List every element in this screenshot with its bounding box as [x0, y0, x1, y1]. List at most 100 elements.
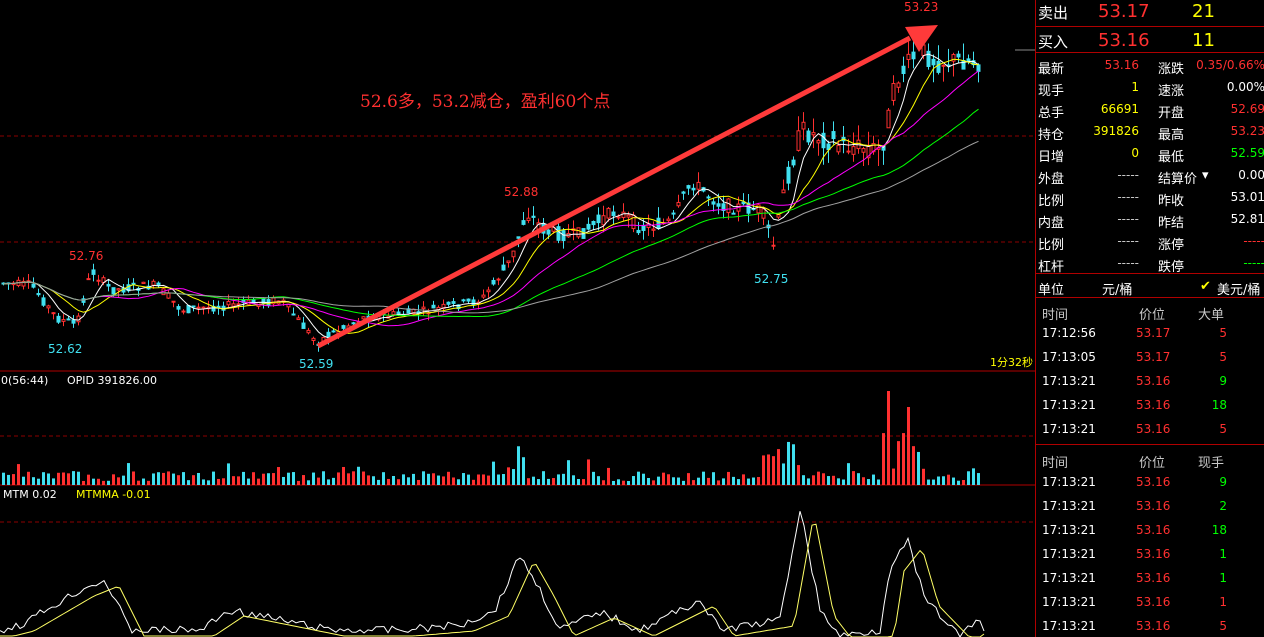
volume-bar — [212, 471, 215, 485]
volume-bar — [842, 479, 845, 485]
volume-bar — [497, 474, 500, 485]
quote-stat-row: 持仓 391826 最高 53.23 — [1036, 120, 1264, 143]
candle-body — [526, 217, 531, 222]
volume-bar — [97, 478, 100, 485]
kline-chart[interactable] — [0, 0, 1035, 637]
big-trade-row[interactable]: 17:13:21 53.16 18 — [1036, 394, 1264, 416]
candle-body — [56, 315, 61, 323]
volume-bar — [722, 478, 725, 485]
volume-bar — [602, 480, 605, 485]
volume-bar — [152, 473, 155, 485]
big-trade-qty: 5 — [1219, 326, 1227, 340]
candle-body — [616, 216, 621, 219]
stat-label: 昨结 — [1158, 216, 1185, 231]
volume-bar — [207, 480, 210, 485]
big-trade-price: 53.16 — [1136, 374, 1171, 388]
stat-value: 52.69 — [1230, 102, 1264, 116]
volume-bar — [507, 467, 510, 485]
volume-bar — [437, 475, 440, 485]
candle-body — [831, 131, 836, 140]
big-trades-time-header: 时间 — [1042, 308, 1069, 323]
candle-body — [351, 322, 356, 325]
volume-bar — [627, 480, 630, 485]
ma60-line — [3, 140, 979, 314]
volume-bar — [202, 479, 205, 485]
buy-row[interactable]: 买入 53.16 11 — [1036, 28, 1264, 52]
volume-bar — [92, 478, 95, 485]
candle-body — [711, 201, 716, 205]
stat-label: 昨收 — [1158, 194, 1185, 209]
candle-body — [656, 217, 661, 230]
tick-row[interactable]: 17:13:21 53.16 2 — [1036, 495, 1264, 517]
kline-chart-area[interactable]: 52.6多，53.2减仓，盈利60个点 53.23 52.88 52.76 52… — [0, 0, 1035, 637]
tick-price: 53.16 — [1136, 499, 1171, 513]
volume-bar — [37, 478, 40, 485]
candle-body — [431, 304, 436, 309]
candle-body — [511, 250, 516, 258]
ma20-line — [3, 70, 979, 327]
volume-bar — [87, 474, 90, 485]
volume-bar — [557, 474, 560, 485]
volume-bar — [312, 472, 315, 485]
volume-bar — [847, 463, 850, 485]
stat-label: 最新 — [1038, 62, 1065, 77]
volume-bar — [677, 477, 680, 485]
candle-body — [46, 305, 51, 309]
volume-bar — [902, 433, 905, 485]
big-trade-row[interactable]: 17:13:21 53.16 5 — [1036, 418, 1264, 440]
volume-bar — [337, 472, 340, 485]
volume-bar — [162, 472, 165, 485]
tick-row[interactable]: 17:13:21 53.16 1 — [1036, 567, 1264, 589]
tick-row[interactable]: 17:13:21 53.16 5 — [1036, 615, 1264, 637]
candle-body — [361, 316, 366, 320]
unit-option-usd[interactable]: 美元/桶 — [1217, 283, 1261, 298]
tick-row[interactable]: 17:13:21 53.16 18 — [1036, 519, 1264, 541]
candle-body — [191, 305, 196, 308]
volume-bar — [517, 446, 520, 485]
big-trade-row[interactable]: 17:12:56 53.17 5 — [1036, 322, 1264, 344]
unit-option-yuan[interactable]: 元/桶 — [1102, 283, 1133, 298]
candle-body — [896, 82, 901, 88]
big-trades-qty-header: 大单 — [1198, 308, 1225, 323]
candle-body — [941, 64, 946, 67]
volume-bar — [192, 475, 195, 485]
stat-value: ----- — [1117, 190, 1139, 204]
tick-price: 53.16 — [1136, 595, 1171, 609]
tick-qty: 9 — [1219, 475, 1227, 489]
volume-bar — [402, 474, 405, 485]
volume-bar — [527, 478, 530, 485]
volume-bar — [322, 471, 325, 485]
volume-bar — [72, 471, 75, 485]
quote-stat-row: 杠杆 ----- 跌停 ----- — [1036, 252, 1264, 275]
candle-body — [801, 121, 806, 130]
volume-bar — [652, 480, 655, 485]
volume-bar — [552, 478, 555, 485]
tick-row[interactable]: 17:13:21 53.16 9 — [1036, 471, 1264, 493]
sell-price: 53.17 — [1098, 1, 1150, 22]
tick-row[interactable]: 17:13:21 53.16 1 — [1036, 543, 1264, 565]
candle-body — [261, 298, 266, 304]
sell-row[interactable]: 卖出 53.17 21 — [1036, 0, 1264, 24]
stat-label: 持仓 — [1038, 128, 1065, 143]
dropdown-icon[interactable]: ▾ — [1202, 168, 1209, 183]
volume-bar — [147, 480, 150, 485]
volume-bar — [697, 477, 700, 485]
candle-body — [311, 337, 316, 341]
volume-bar — [352, 471, 355, 485]
volume-bar — [737, 479, 740, 485]
tick-time: 17:13:21 — [1042, 547, 1096, 561]
volume-bar — [2, 472, 5, 485]
volume-bar — [727, 471, 730, 485]
big-trade-row[interactable]: 17:13:21 53.16 9 — [1036, 370, 1264, 392]
candle-body — [791, 159, 796, 166]
candle-body — [86, 278, 91, 281]
separator — [1036, 273, 1264, 274]
big-trade-row[interactable]: 17:13:05 53.17 5 — [1036, 346, 1264, 368]
candle-body — [66, 318, 71, 321]
quote-stat-row: 外盘 ----- 结算价 ▾ 0.00 — [1036, 164, 1264, 187]
volume-bar — [417, 479, 420, 485]
volume-bar — [17, 464, 20, 485]
volume-bar — [687, 473, 690, 485]
tick-row[interactable]: 17:13:21 53.16 1 — [1036, 591, 1264, 613]
candle-body — [61, 319, 66, 322]
